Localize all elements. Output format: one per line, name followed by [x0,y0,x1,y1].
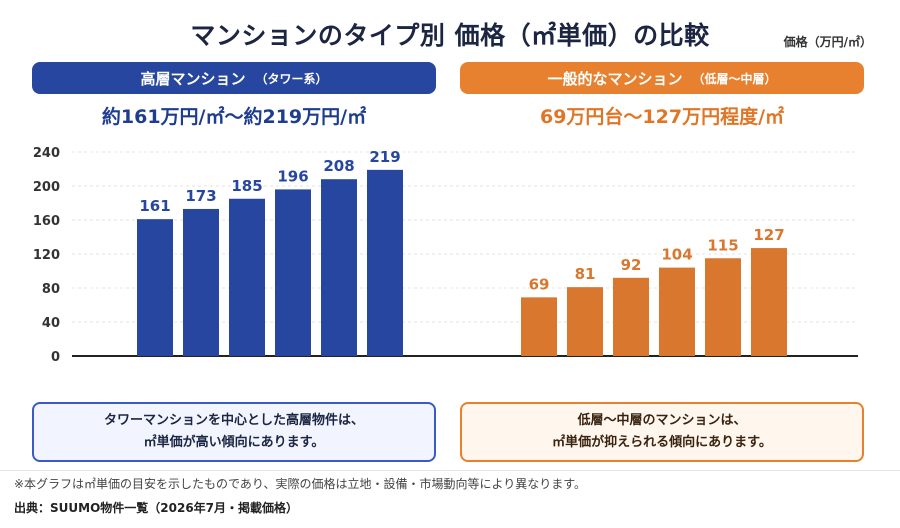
data-label: 104 [661,246,692,264]
source-label: 出典：SUUMO物件一覧（2026年7月・掲載価格） [14,501,299,515]
bar [367,169,403,356]
general-note: 低層〜中層のマンションは、 ㎡単価が抑えられる傾向にあります。 [460,402,864,462]
y-tick-label: 240 [33,146,60,161]
bar [321,179,357,356]
y-tick-label: 200 [33,180,60,195]
footer-divider [0,470,900,471]
bar [659,267,695,356]
data-label: 185 [231,177,262,195]
general-banner: 一般的なマンション （低層〜中層） [460,62,864,94]
data-label: 115 [707,236,738,254]
highrise-banner: 高層マンション （タワー系） [32,62,436,94]
highrise-banner-label: 高層マンション [140,69,246,88]
data-label: 219 [369,148,400,166]
data-label: 92 [621,256,642,274]
highrise-note: タワーマンションを中心とした高層物件は、 ㎡単価が高い傾向にあります。 [32,402,436,462]
y-tick-label: 40 [42,316,60,331]
general-banner-label: 一般的なマンション [547,69,683,88]
bar [751,248,787,356]
y-tick-label: 120 [33,248,60,263]
highrise-banner-sub: （タワー系） [255,71,328,86]
y-tick-label: 160 [33,214,60,229]
general-banner-sub: （低層〜中層） [692,71,777,86]
data-label: 81 [575,265,596,283]
highrise-price-range: 約161万円/㎡〜約219万円/㎡ [101,106,367,128]
y-tick-label: 0 [51,350,60,365]
bar [521,297,557,356]
bar [275,189,311,356]
data-label: 208 [323,157,354,175]
y-tick-label: 80 [42,282,60,297]
data-label: 161 [139,197,170,215]
bar [137,219,173,356]
data-label: 127 [753,226,784,244]
general-price-range: 69万円台〜127万円程度/㎡ [539,106,785,128]
highrise-note-line1: タワーマンションを中心とした高層物件は、 [103,413,364,428]
unit-label: 価格（万円/㎡） [783,35,872,49]
footnote: ※本グラフは㎡単価の目安を示したものであり、実際の価格は立地・設備・市場動向等に… [14,477,587,491]
data-label: 173 [185,187,216,205]
bar [183,208,219,356]
bar [705,258,741,356]
highrise-note-line2: ㎡単価が高い傾向にあります。 [143,435,325,450]
bar-chart: 0 40 80 120 160 200 240 161 173 185 196 208 219 69 81 9… [33,146,858,365]
bar [229,198,265,356]
bar [613,277,649,356]
general-note-line2: ㎡単価が抑えられる傾向にあります。 [552,435,772,450]
data-label: 196 [277,167,308,185]
bar [567,287,603,356]
general-note-line1: 低層〜中層のマンションは、 [577,413,747,428]
data-label: 69 [529,275,550,293]
chart-title: マンションのタイプ別 価格（㎡単価）の比較 [190,21,710,50]
